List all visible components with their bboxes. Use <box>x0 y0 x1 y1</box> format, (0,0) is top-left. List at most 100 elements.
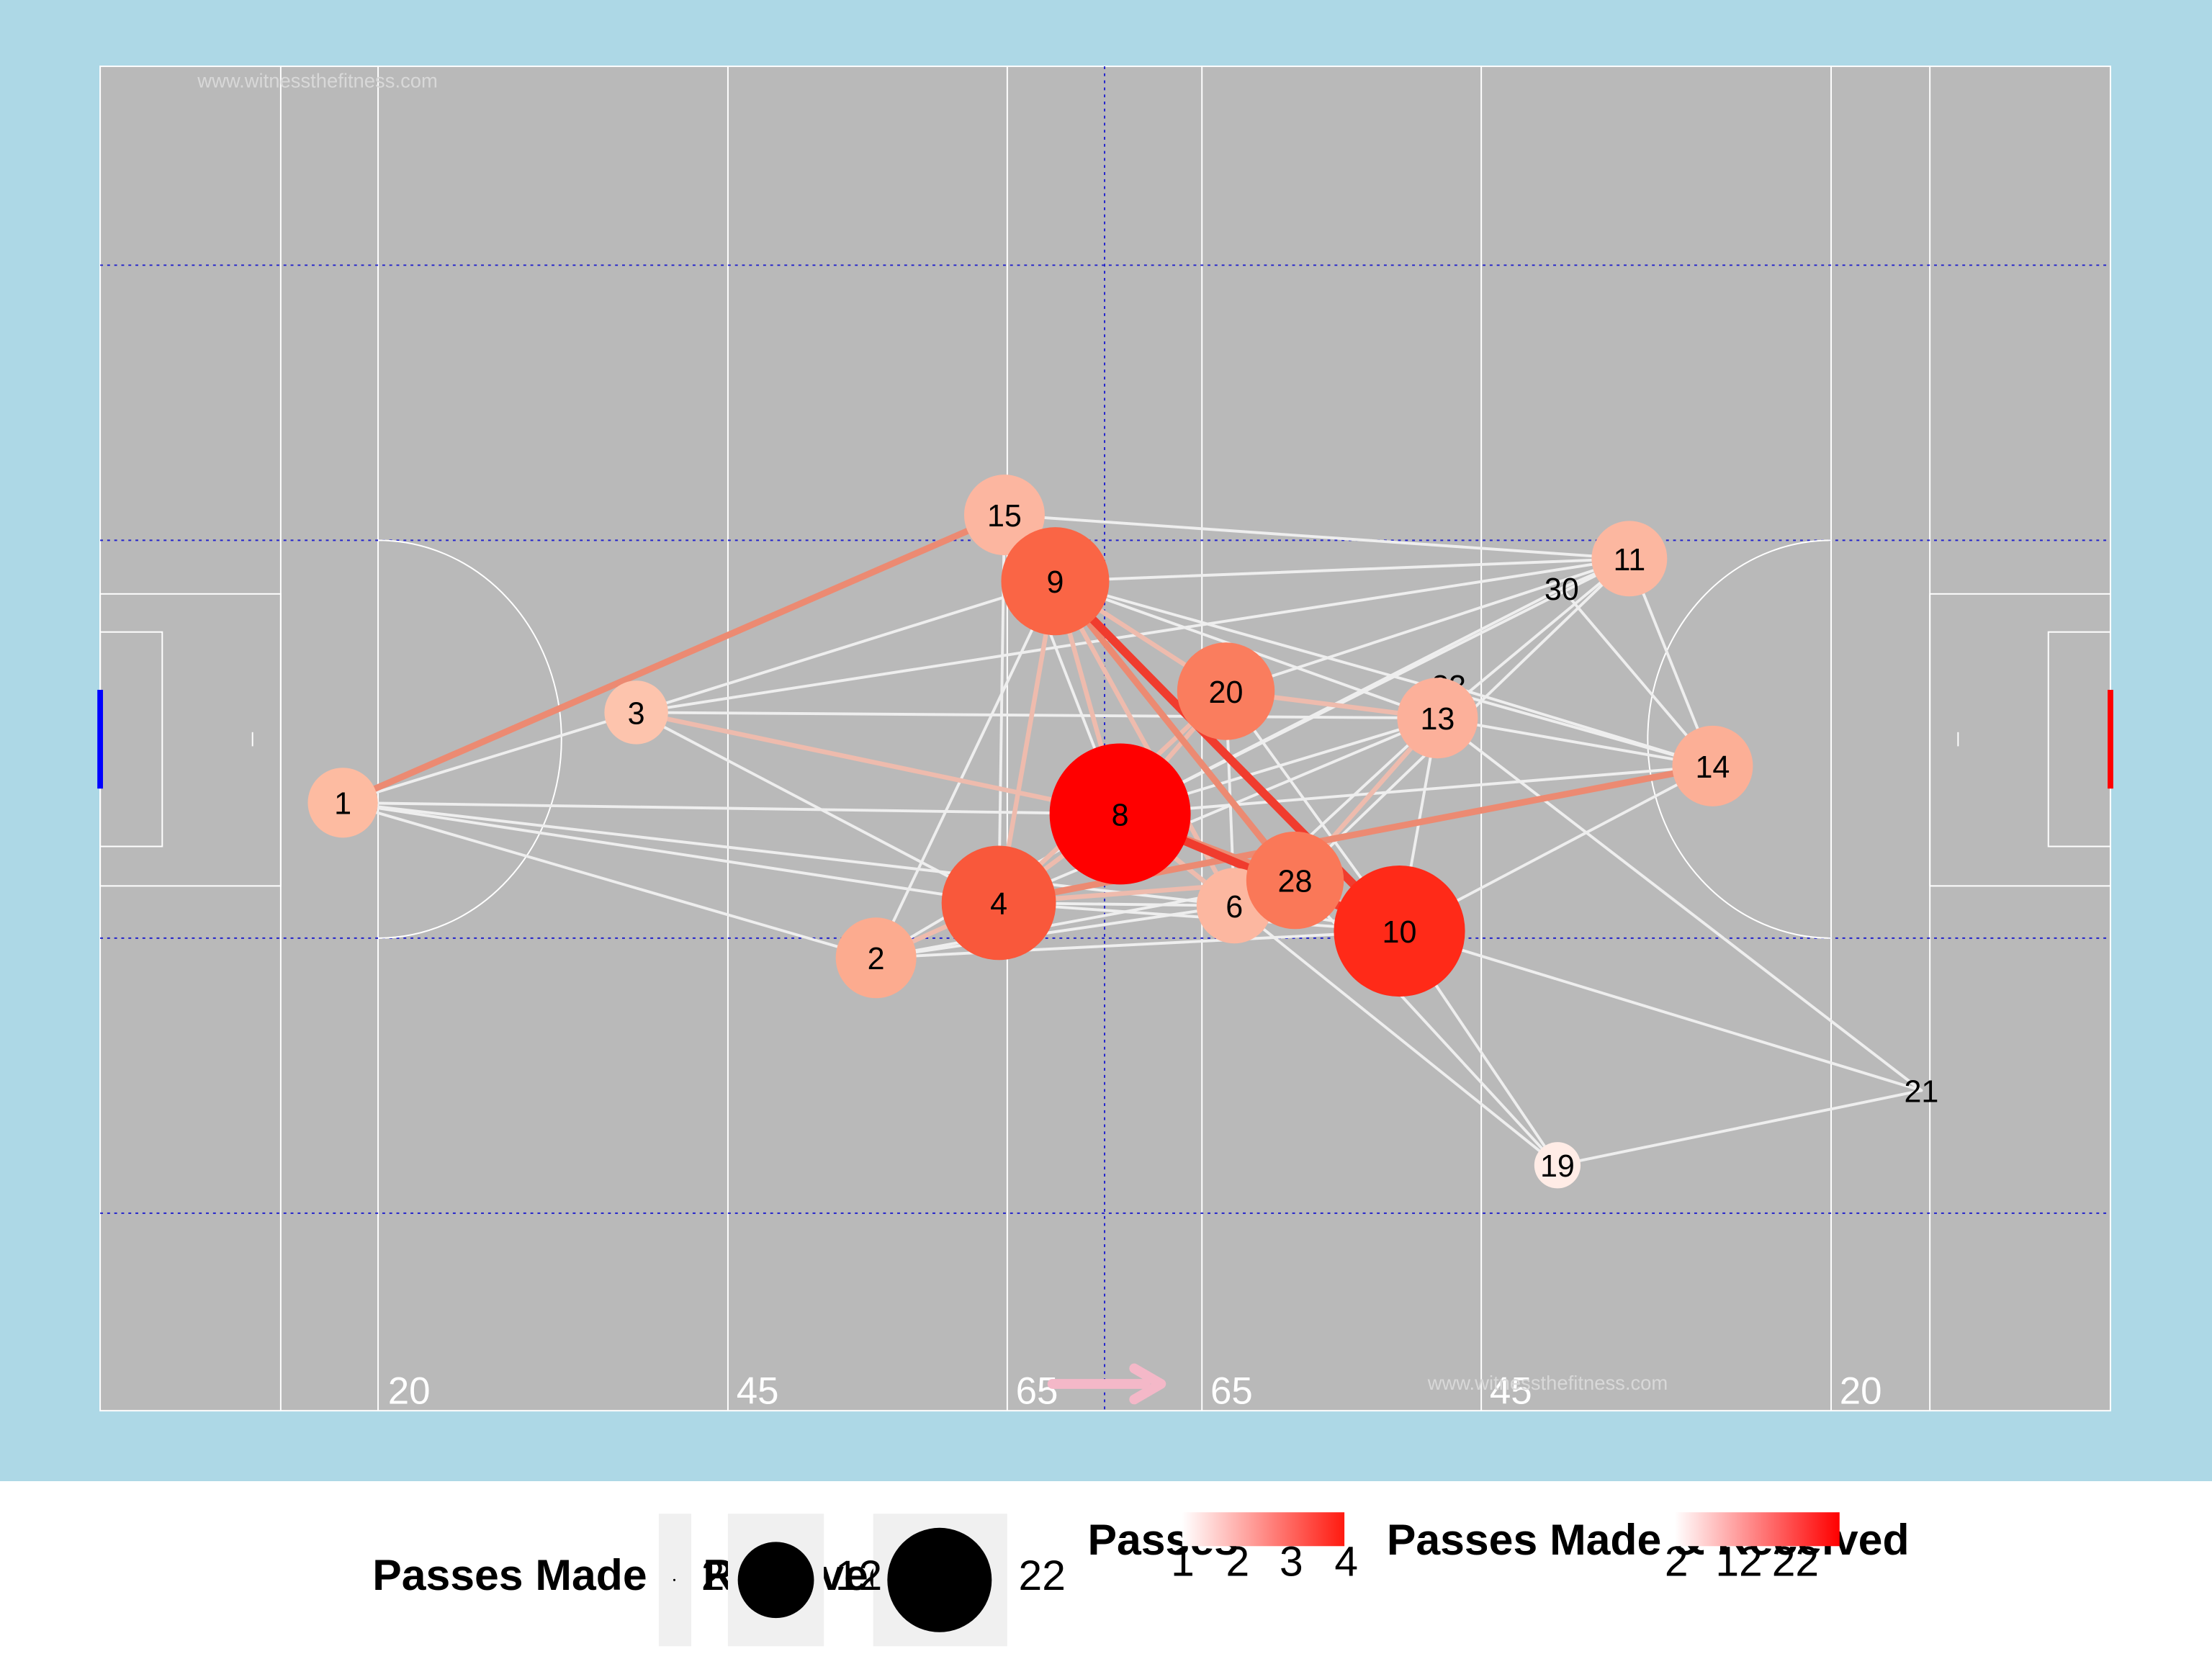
player-node-15: 15 <box>963 475 1045 556</box>
size-key-circle-12 <box>737 1542 814 1619</box>
player-node-circle-13 <box>1397 678 1478 759</box>
player-node-2: 2 <box>835 917 917 999</box>
pass-edge-9-14 <box>1053 580 1714 768</box>
passes-tick-2: 2 <box>1226 1538 1250 1585</box>
passes-tick-3: 3 <box>1280 1538 1303 1585</box>
player-node-circle-2 <box>835 917 917 999</box>
legend-background <box>0 1481 2212 1659</box>
size-key-label-2: 2 <box>701 1552 725 1599</box>
pitch: 20 45 65 65 45 20 www.witnessthefitness.… <box>97 66 2113 1412</box>
player-label-15: 15 <box>987 499 1022 534</box>
player-node-circle-19 <box>1534 1142 1581 1189</box>
yard-label-20-right: 20 <box>1840 1370 1882 1412</box>
pass-edge-13-14 <box>1436 716 1714 768</box>
player-label-4: 4 <box>990 887 1007 922</box>
player-node-circle-4 <box>941 845 1056 961</box>
player-node-circle-14 <box>1672 725 1753 806</box>
size-key-circles <box>673 1527 992 1632</box>
pass-edge-20-11 <box>1224 557 1631 693</box>
pass-edge-1-8 <box>341 801 1122 816</box>
yard-label-45-right: 45 <box>1490 1370 1532 1412</box>
player-node-circle-1 <box>307 768 378 838</box>
player-node-circle-28 <box>1246 831 1344 930</box>
player-node-1: 1 <box>307 768 378 838</box>
player-node-28: 28 <box>1246 831 1344 930</box>
passes-tick-1: 1 <box>1171 1538 1195 1585</box>
player-label-19: 19 <box>1540 1149 1575 1184</box>
watermark-top: www.witnessthefitness.com <box>197 69 438 91</box>
player-node-19: 19 <box>1534 1142 1581 1189</box>
size-key-circle-22 <box>887 1527 992 1632</box>
player-label-10: 10 <box>1382 915 1417 950</box>
pass-edge-10-21 <box>1398 930 1923 1092</box>
pass-edge-1-2 <box>341 801 878 960</box>
player-node-circle-8 <box>1049 743 1191 885</box>
yard-label-65-right: 65 <box>1210 1370 1253 1412</box>
left-goal-marker <box>97 690 104 789</box>
color-tick-12: 12 <box>1715 1538 1762 1585</box>
player-label-11: 11 <box>1613 543 1645 577</box>
player-node-9: 9 <box>1001 527 1110 636</box>
player-node-3: 3 <box>604 680 668 745</box>
pass-edge-6-19 <box>1233 904 1559 1167</box>
player-node-8: 8 <box>1049 743 1191 885</box>
dotted-guides <box>100 66 2110 1411</box>
goal-areas <box>99 593 2111 887</box>
player-node-circle-11 <box>1591 521 1668 597</box>
yard-label-45-left: 45 <box>737 1370 779 1412</box>
player-label-2: 2 <box>868 942 885 976</box>
made-received-color-bar <box>1674 1512 1840 1547</box>
watermark-bottom: www.witnessthefitness.com <box>1427 1372 1668 1394</box>
arcs <box>378 539 1832 939</box>
pass-edge-15-11 <box>1002 513 1631 560</box>
color-tick-2: 2 <box>1665 1538 1689 1585</box>
player-label-13: 13 <box>1420 702 1455 737</box>
player-node-20: 20 <box>1177 642 1275 740</box>
player-node-4: 4 <box>941 845 1056 961</box>
player-nodes: 21233019316112131415202894108 <box>307 475 1938 1189</box>
pass-edge-9-11 <box>1053 557 1631 583</box>
player-node-circle-15 <box>963 475 1045 556</box>
player-label-28: 28 <box>1278 864 1313 899</box>
pass-edge-1-15 <box>339 511 1008 806</box>
player-label-9: 9 <box>1046 565 1064 600</box>
player-label-30: 30 <box>1545 572 1579 607</box>
pass-edge-2-6 <box>874 904 1236 960</box>
player-node-21: 21 <box>1904 1074 1938 1109</box>
player-label-14: 14 <box>1695 750 1730 785</box>
size-key-circle-2 <box>673 1578 676 1581</box>
pass-edge-3-8 <box>634 710 1123 817</box>
pass-edge-2-10 <box>874 930 1401 960</box>
player-node-circle-9 <box>1001 527 1110 636</box>
pass-edge-13-21 <box>1436 716 1923 1092</box>
player-node-14: 14 <box>1672 725 1753 806</box>
passes-tick-4: 4 <box>1334 1538 1358 1585</box>
player-node-11: 11 <box>1591 521 1668 597</box>
pass-edge-8-14 <box>1118 764 1714 816</box>
legend: Passes Made & Received 2 12 22 Passes 1 … <box>372 1512 1910 1647</box>
player-label-1: 1 <box>334 787 351 822</box>
pass-edge-1-4 <box>341 801 1001 904</box>
right-goal-marker <box>2108 690 2113 789</box>
color-tick-22: 22 <box>1772 1538 1819 1585</box>
player-node-circle-10 <box>1334 865 1465 997</box>
right-arc <box>1647 539 1832 939</box>
player-label-21: 21 <box>1904 1074 1938 1109</box>
size-key-label-12: 12 <box>835 1552 882 1599</box>
player-label-3: 3 <box>628 696 645 731</box>
player-node-10: 10 <box>1334 865 1465 997</box>
pass-edge-3-4 <box>634 711 1001 904</box>
yard-labels: 20 45 65 65 45 20 <box>388 1370 1882 1412</box>
player-node-30: 30 <box>1545 572 1579 607</box>
player-node-13: 13 <box>1397 678 1478 759</box>
yard-lines <box>279 66 1931 1411</box>
pass-edge-1-3 <box>341 711 638 804</box>
size-key-label-22: 22 <box>1019 1552 1066 1599</box>
yard-label-20-left: 20 <box>388 1370 431 1412</box>
pass-edge-3-11 <box>634 557 1631 714</box>
pass-edge-23-14 <box>1447 684 1714 768</box>
pass-edge-8-30 <box>1118 587 1563 816</box>
player-label-20: 20 <box>1209 675 1244 710</box>
player-label-8: 8 <box>1112 798 1129 832</box>
